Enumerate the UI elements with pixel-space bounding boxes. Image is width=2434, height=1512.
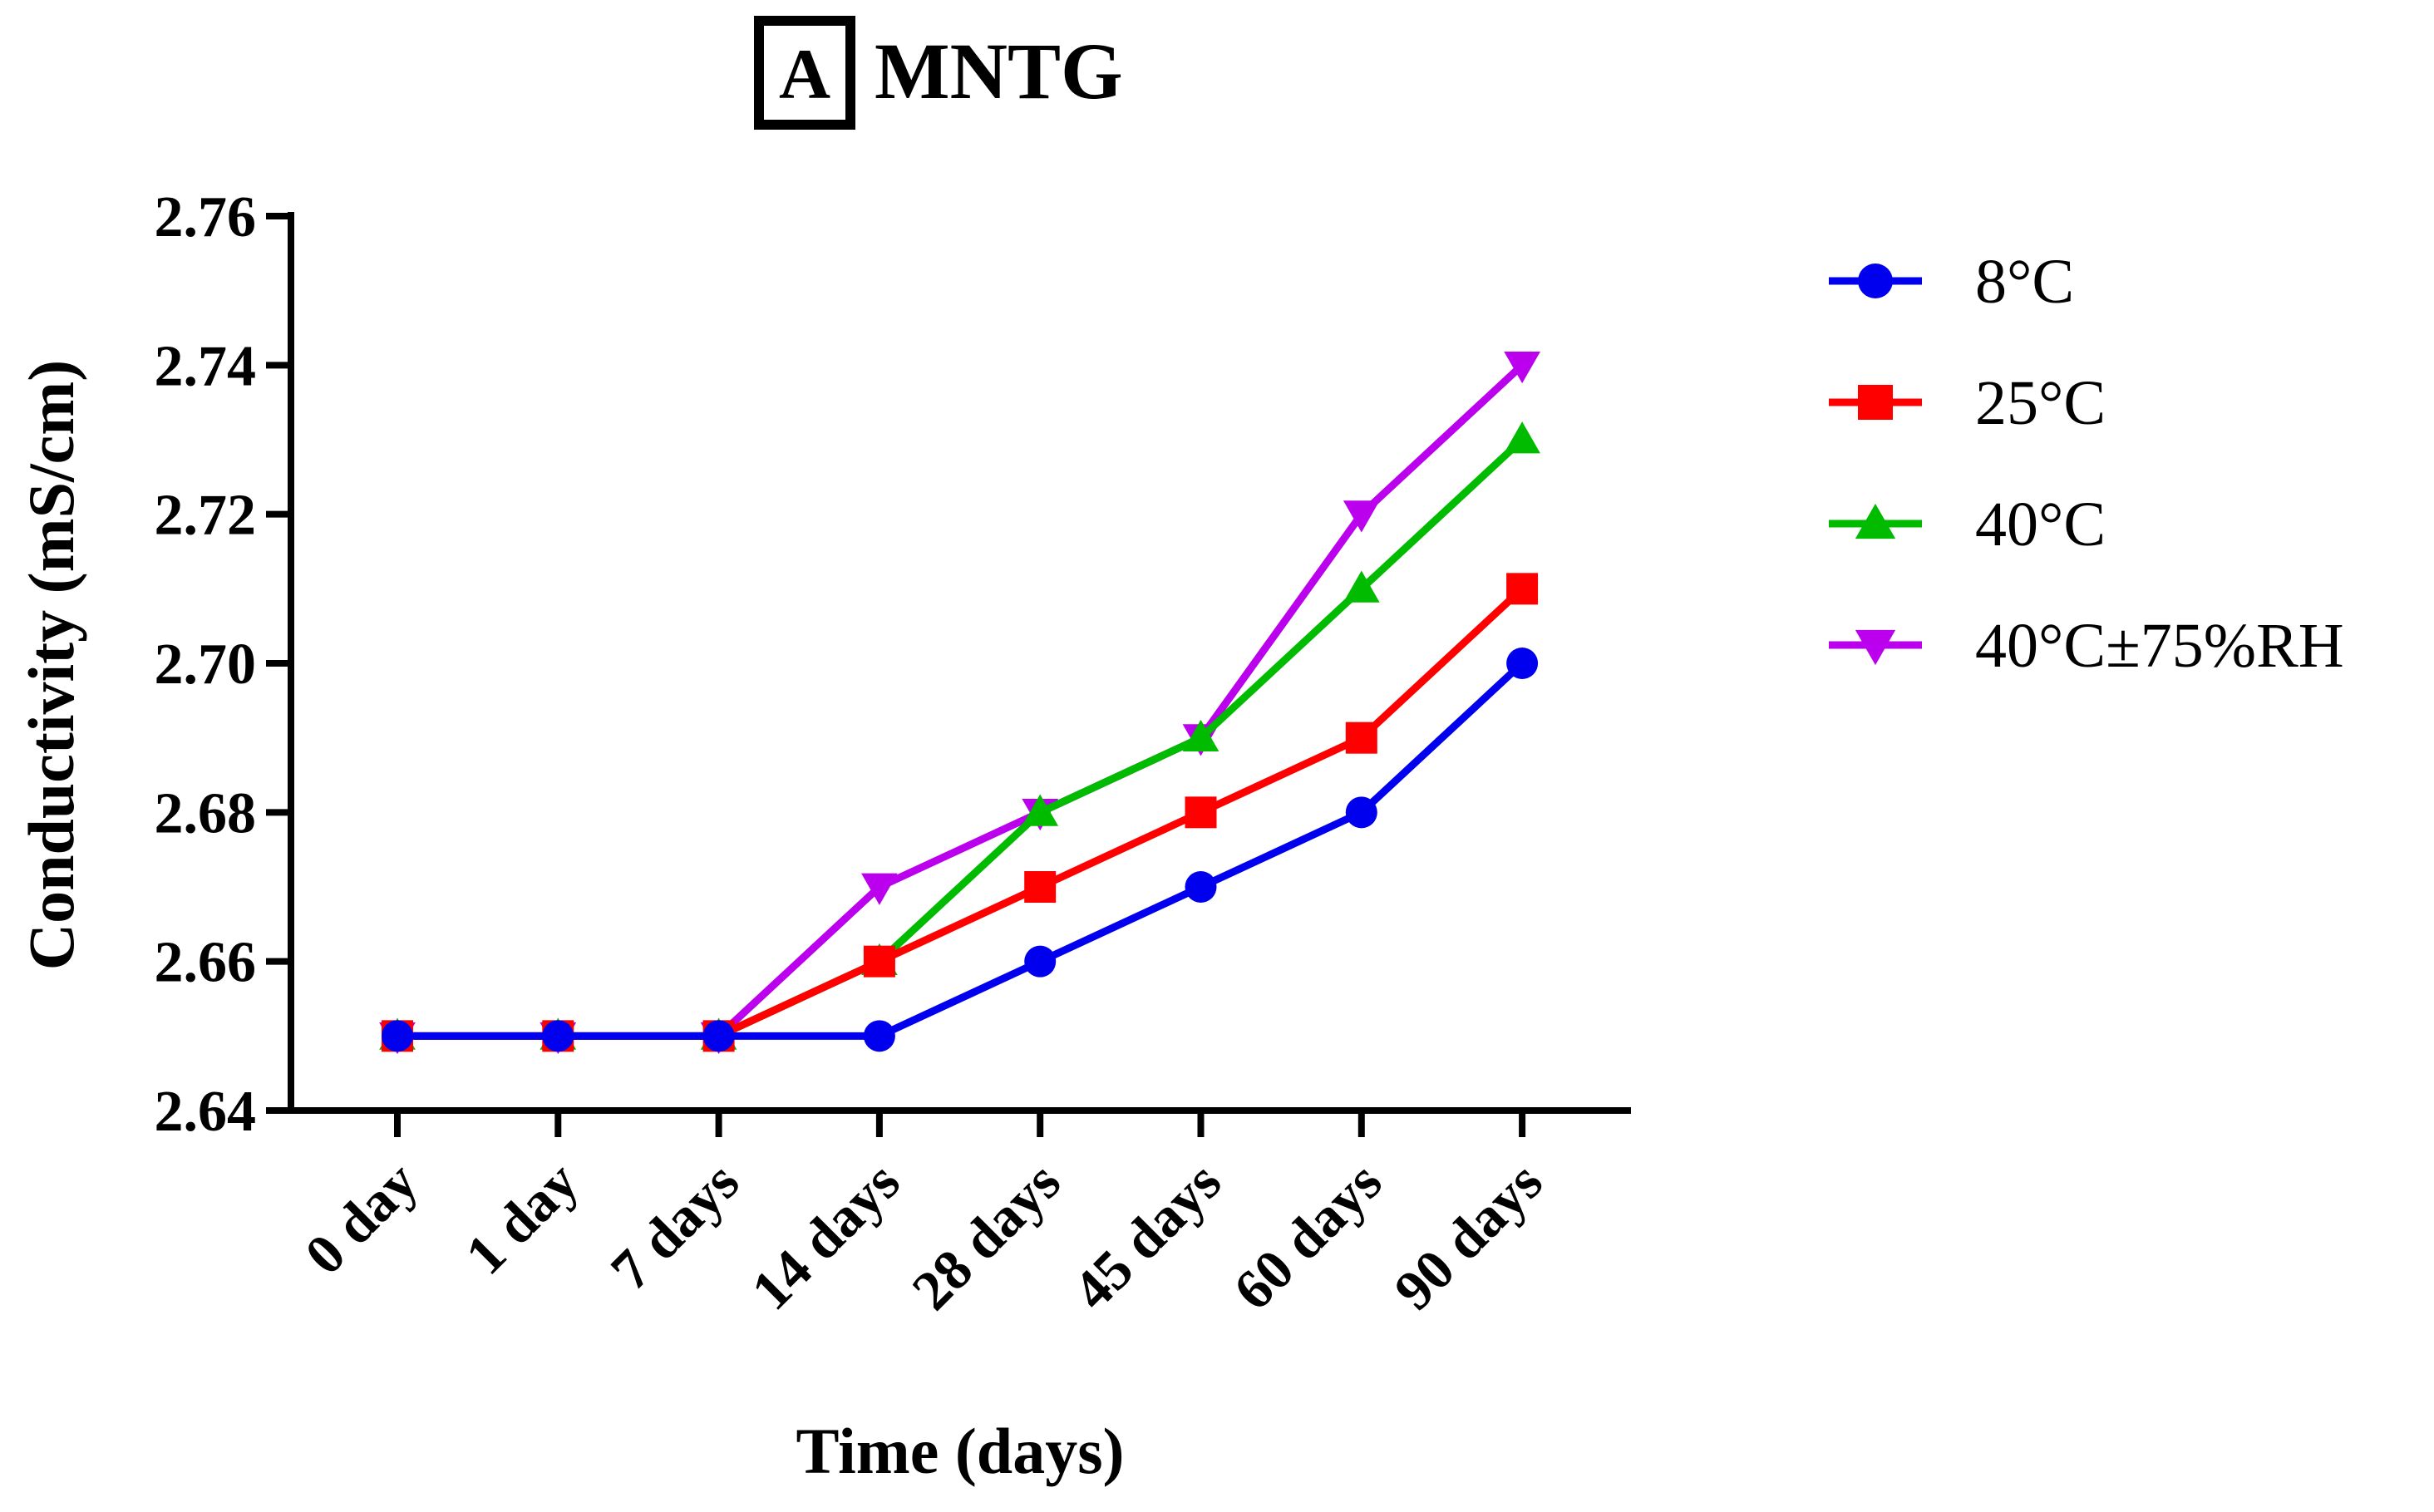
data-point xyxy=(1504,351,1540,384)
data-point xyxy=(1345,796,1377,829)
legend-item: 40°C±75%RH xyxy=(1829,611,2344,681)
data-point xyxy=(1182,719,1219,752)
series-0 xyxy=(382,648,1539,1052)
data-point xyxy=(1506,573,1539,605)
x-tick-label: 0 day xyxy=(293,1150,430,1287)
y-ticks: 2.64 2.66 2.68 2.70 2.72 2.74 2.76 xyxy=(155,185,291,1144)
data-point xyxy=(861,873,898,905)
y-tick-label: 2.64 xyxy=(155,1080,257,1144)
legend-item: 25°C xyxy=(1829,368,2106,438)
y-tick-label: 2.74 xyxy=(155,334,257,398)
data-point xyxy=(382,1020,413,1052)
data-point xyxy=(702,1020,735,1052)
data-point xyxy=(1185,871,1217,903)
x-axis-label: Time (days) xyxy=(796,1415,1124,1487)
data-point xyxy=(863,945,895,978)
series-layer xyxy=(379,351,1540,1055)
legend-marker xyxy=(1855,629,1896,666)
legend-marker xyxy=(1855,503,1896,539)
panel-label-box xyxy=(754,16,855,130)
x-tick-label: 28 days xyxy=(899,1150,1072,1322)
data-point xyxy=(863,1020,895,1052)
data-point xyxy=(1024,945,1057,978)
data-point xyxy=(1506,648,1539,679)
legend-item: 40°C xyxy=(1829,490,2106,559)
legend-label: 40°C±75%RH xyxy=(1975,611,2344,681)
data-point xyxy=(1343,570,1380,603)
data-point xyxy=(1504,421,1540,454)
data-point xyxy=(1024,871,1057,903)
data-point xyxy=(1022,794,1059,826)
series-3 xyxy=(379,351,1540,1055)
legend-label: 25°C xyxy=(1975,368,2106,438)
y-tick-label: 2.76 xyxy=(155,185,257,249)
data-point xyxy=(542,1020,574,1052)
y-axis-label: Conductivity (mS/cm) xyxy=(15,360,87,970)
legend: 8°C 25°C 40°C 40°C±75%RH xyxy=(1829,247,2344,681)
x-tick-label: 14 days xyxy=(739,1150,911,1322)
chart-title: MNTG xyxy=(875,27,1123,116)
series-line xyxy=(397,362,1525,1040)
y-tick-label: 2.70 xyxy=(155,633,257,697)
legend-label: 40°C xyxy=(1975,490,2106,559)
data-point xyxy=(1345,722,1377,754)
y-tick-label: 2.68 xyxy=(155,781,257,845)
x-tick-label: 1 day xyxy=(453,1150,590,1287)
data-point xyxy=(1343,500,1380,533)
legend-marker xyxy=(1858,263,1893,298)
x-tick-label: 7 days xyxy=(599,1150,751,1302)
legend-label: 8°C xyxy=(1975,247,2074,317)
series-line xyxy=(397,660,1525,1040)
legend-marker xyxy=(1858,385,1893,420)
x-tick-label: 60 days xyxy=(1221,1150,1393,1322)
legend-item: 8°C xyxy=(1829,247,2074,317)
y-tick-label: 2.66 xyxy=(155,931,257,995)
data-point xyxy=(1185,796,1217,829)
panel-label: A xyxy=(779,34,830,114)
y-tick-label: 2.72 xyxy=(155,484,257,548)
x-tick-label: 45 days xyxy=(1061,1150,1233,1322)
x-tick-label: 90 days xyxy=(1382,1150,1554,1322)
